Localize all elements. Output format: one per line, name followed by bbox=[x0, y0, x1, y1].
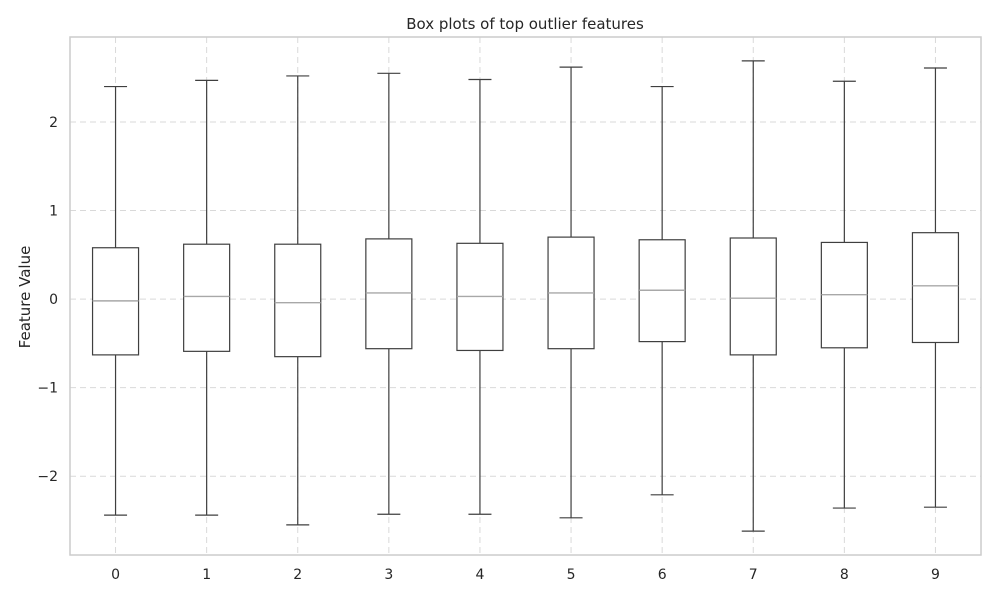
chart-title: Box plots of top outlier features bbox=[406, 15, 644, 33]
box-plot-0 bbox=[91, 85, 140, 516]
y-tick-label: −1 bbox=[37, 381, 58, 397]
x-tick-label: 9 bbox=[931, 567, 940, 583]
iqr-box bbox=[911, 232, 960, 344]
x-tick-label: 1 bbox=[202, 567, 211, 583]
box-plot-2 bbox=[274, 75, 322, 526]
x-tick-label: 6 bbox=[658, 567, 667, 583]
x-tick-label: 4 bbox=[475, 567, 484, 583]
iqr-box bbox=[274, 243, 322, 358]
box-plot-6 bbox=[638, 85, 686, 496]
y-tick-label: 1 bbox=[49, 204, 58, 220]
box-plot-3 bbox=[365, 72, 413, 515]
box-plot-9 bbox=[911, 67, 960, 508]
x-tick-label: 7 bbox=[749, 567, 758, 583]
plot-frame bbox=[69, 36, 982, 556]
box-plot-4 bbox=[456, 78, 504, 515]
y-tick-label: 2 bbox=[49, 115, 58, 131]
x-tick-label: 2 bbox=[293, 567, 302, 583]
iqr-box bbox=[729, 237, 777, 356]
y-tick-label: −2 bbox=[37, 469, 58, 485]
box-series bbox=[91, 60, 960, 532]
x-tick-label: 3 bbox=[384, 567, 393, 583]
y-tick-label: 0 bbox=[49, 292, 58, 308]
iqr-box bbox=[365, 238, 413, 350]
box-plot-1 bbox=[183, 79, 231, 516]
y-axis-label: Feature Value bbox=[16, 246, 34, 349]
box-plot-5 bbox=[547, 66, 595, 519]
iqr-box bbox=[183, 243, 231, 352]
x-tick-label: 5 bbox=[567, 567, 576, 583]
x-tick-label: 8 bbox=[840, 567, 849, 583]
axis-ticks: −2 −1 0 1 2 0 1 2 3 4 5 6 7 8 9 bbox=[37, 115, 940, 583]
x-tick-label: 0 bbox=[111, 567, 120, 583]
box-plot-7 bbox=[729, 60, 777, 532]
box-plot-8 bbox=[820, 80, 868, 509]
